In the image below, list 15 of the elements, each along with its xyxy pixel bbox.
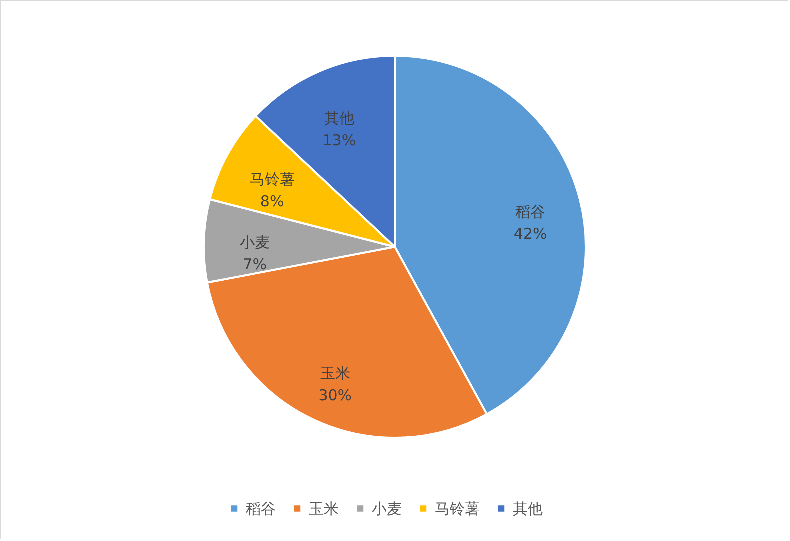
data-label: 8% <box>260 192 284 211</box>
data-label: 7% <box>243 256 267 274</box>
slice-label: 稻谷 <box>516 203 546 222</box>
slice-label: 马铃薯 <box>250 170 295 189</box>
legend-label: 稻谷 <box>246 500 276 518</box>
data-label: 42% <box>514 225 548 244</box>
slice-label: 小麦 <box>240 234 270 252</box>
slice-label: 其他 <box>324 110 354 128</box>
data-label: 13% <box>322 132 356 150</box>
slice-label: 玉米 <box>320 364 350 383</box>
legend-label: 小麦 <box>372 500 402 518</box>
legend-label: 马铃薯 <box>435 500 480 518</box>
data-label: 30% <box>318 386 352 405</box>
legend-label: 玉米 <box>309 500 339 518</box>
legend-label: 其他 <box>513 500 543 518</box>
